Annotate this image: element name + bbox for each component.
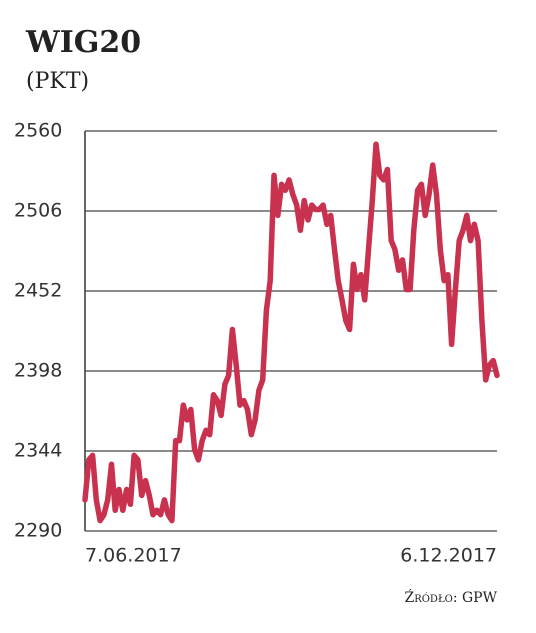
x-tick-label: 7.06.2017	[85, 545, 182, 567]
y-tick-label: 2452	[14, 280, 62, 302]
x-tick-label: 6.12.2017	[400, 545, 497, 567]
y-tick-label: 2560	[14, 120, 62, 142]
y-tick-label: 2344	[14, 440, 62, 462]
chart-title: WIG20	[25, 25, 141, 60]
price-line	[82, 141, 500, 524]
y-tick-label: 2398	[14, 360, 62, 382]
chart-subtitle: (PKT)	[26, 69, 89, 94]
y-tick-label: 2506	[14, 200, 62, 222]
y-tick-label: 2290	[14, 520, 62, 542]
source: Źródło: GPW	[404, 588, 497, 606]
